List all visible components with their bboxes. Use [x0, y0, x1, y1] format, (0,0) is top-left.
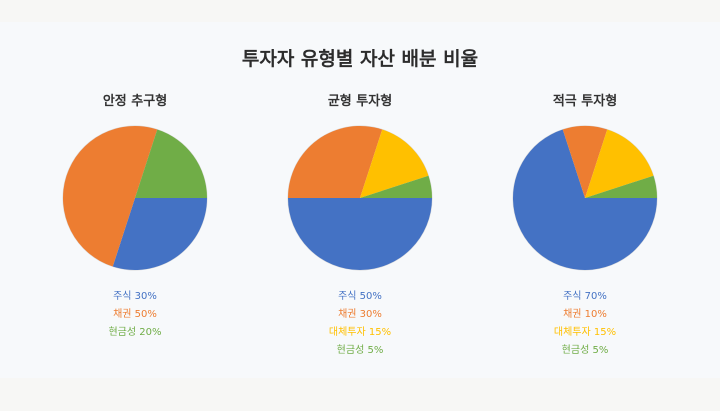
legend-item-alternatives: 대체투자 15%	[328, 327, 392, 338]
chart-title: 안정 추구형	[102, 94, 168, 109]
legend: 주식 70% 채권 10% 대체투자 15% 현금성 5%	[465, 288, 705, 360]
pie-slice	[288, 125, 383, 198]
pie-slice	[513, 129, 657, 270]
pie-slice	[288, 198, 432, 270]
legend-item-stocks: 주식 70%	[563, 291, 607, 302]
legend: 주식 30% 채권 50% 현금성 20%	[15, 288, 255, 342]
pie-slice	[585, 129, 654, 198]
page-title: 투자자 유형별 자산 배분 비율	[241, 48, 479, 70]
chart-panel-conservative: 안정 추구형 주식 30% 채권 50% 현금성 20%	[15, 92, 255, 338]
legend-item-stocks: 주식 30%	[113, 291, 157, 302]
legend-item-bonds: 채권 10%	[563, 309, 607, 320]
chart-title: 적극 투자형	[552, 94, 618, 109]
legend-item-bonds: 채권 50%	[113, 309, 157, 320]
pie-chart	[287, 125, 433, 271]
pie-chart	[512, 125, 658, 271]
legend-item-stocks: 주식 50%	[338, 291, 382, 302]
legend-item-alternatives: 대체투자 15%	[553, 327, 617, 338]
chart-title: 균형 투자형	[327, 94, 393, 109]
pie-slice	[585, 175, 657, 198]
pie-slice	[135, 129, 207, 198]
chart-panel-balanced: 균형 투자형 주식 50% 채권 30% 대체투자 15% 현금성 5%	[240, 92, 480, 356]
pie-slice	[562, 125, 608, 198]
legend-item-cash: 현금성 5%	[561, 345, 609, 356]
chart-panel-aggressive: 적극 투자형 주식 70% 채권 10% 대체투자 15% 현금성 5%	[465, 92, 705, 356]
legend-item-cash: 현금성 5%	[336, 345, 384, 356]
legend: 주식 50% 채권 30% 대체투자 15% 현금성 5%	[240, 288, 480, 360]
pie-slice	[112, 198, 207, 271]
pie-slice	[360, 129, 429, 198]
pie-chart	[62, 125, 208, 271]
legend-item-cash: 현금성 20%	[108, 327, 162, 338]
pie-slice	[360, 175, 432, 198]
legend-item-bonds: 채권 30%	[338, 309, 382, 320]
pie-slice	[62, 125, 158, 267]
